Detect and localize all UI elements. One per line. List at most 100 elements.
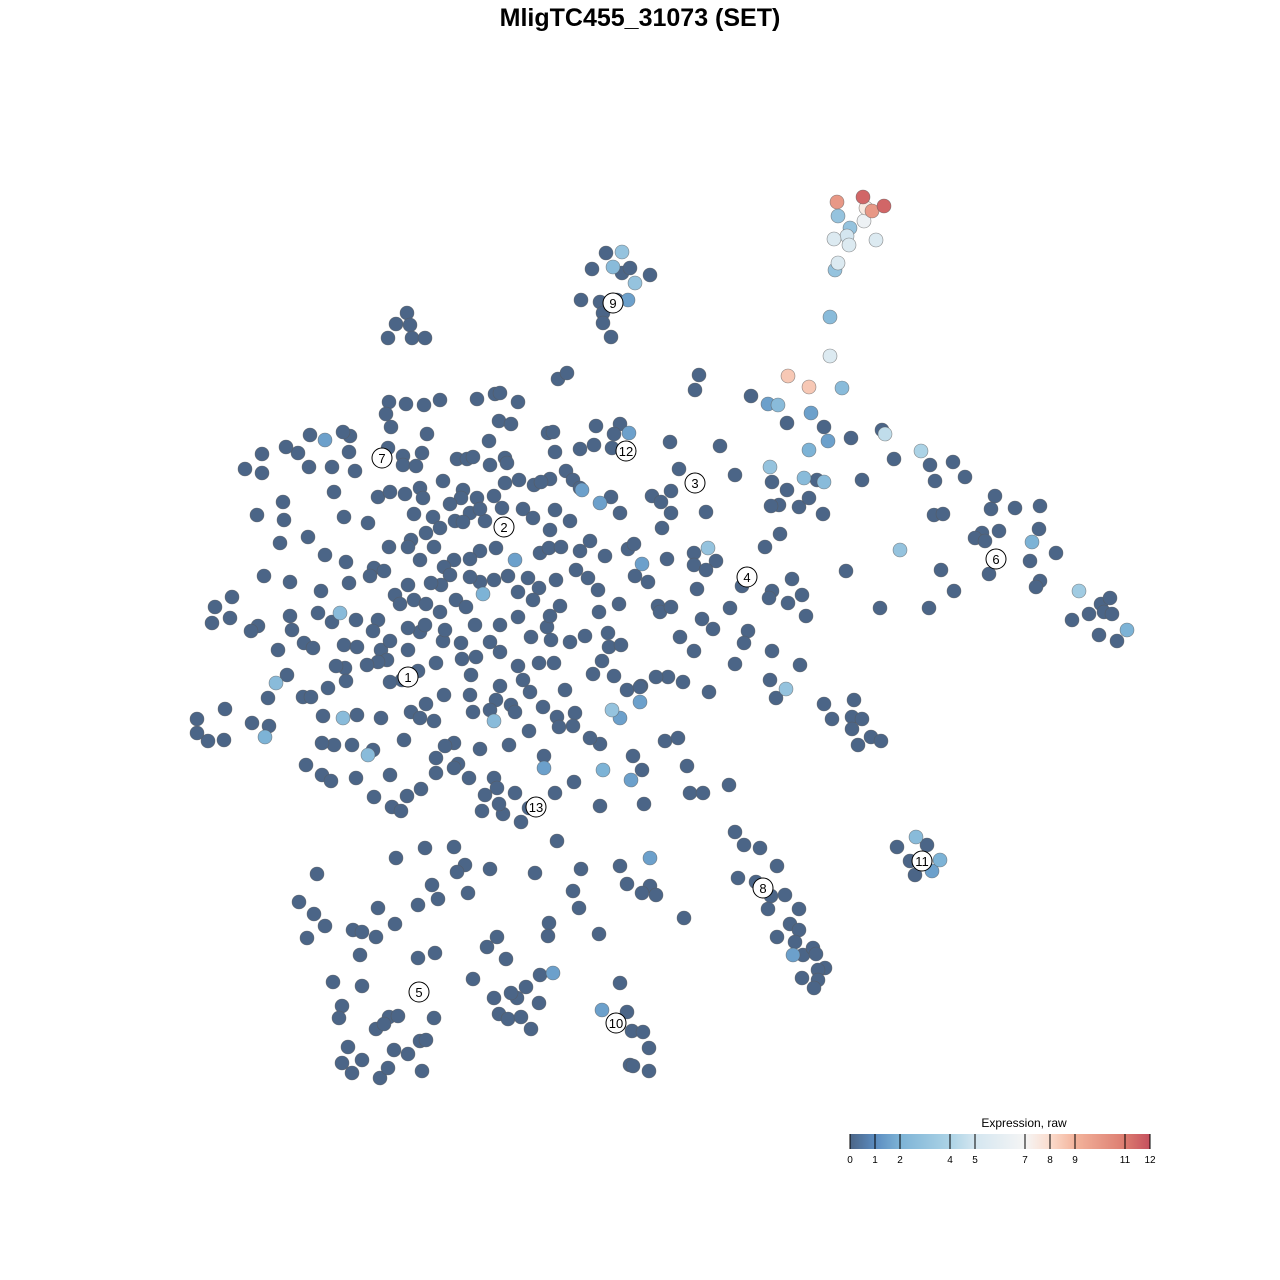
data-point <box>705 621 721 637</box>
data-point <box>467 617 483 633</box>
data-point <box>873 733 889 749</box>
data-point <box>453 635 469 651</box>
cluster-label-badge <box>602 292 624 314</box>
data-point <box>491 413 507 429</box>
data-point <box>764 474 780 490</box>
data-point <box>335 424 351 440</box>
data-point <box>268 675 284 691</box>
data-point <box>784 571 800 587</box>
data-point <box>272 535 288 551</box>
data-point <box>317 918 333 934</box>
data-point <box>627 275 643 291</box>
data-point <box>654 520 670 536</box>
data-point <box>701 684 717 700</box>
data-point <box>482 634 498 650</box>
cluster-label: 7 <box>371 447 393 469</box>
data-point <box>588 418 604 434</box>
data-point <box>276 512 292 528</box>
data-point <box>507 552 523 568</box>
data-point <box>326 484 342 500</box>
data-point <box>428 655 444 671</box>
data-point <box>908 829 924 845</box>
data-point <box>838 563 854 579</box>
data-point <box>694 611 710 627</box>
data-point <box>472 501 488 517</box>
data-point <box>595 315 611 331</box>
data-point <box>468 649 484 665</box>
data-point <box>548 572 564 588</box>
data-point <box>237 461 253 477</box>
cluster-label-badge <box>605 1012 627 1034</box>
data-point <box>672 629 688 645</box>
data-point <box>855 189 871 205</box>
data-point <box>983 501 999 517</box>
data-point <box>442 496 458 512</box>
data-point <box>510 394 526 410</box>
data-point <box>778 681 794 697</box>
data-point <box>1064 612 1080 628</box>
data-point <box>594 1002 610 1018</box>
data-point <box>408 458 424 474</box>
data-point <box>334 1055 350 1071</box>
data-point <box>594 653 610 669</box>
data-point <box>417 617 433 633</box>
data-point <box>727 824 743 840</box>
data-point <box>256 568 272 584</box>
data-point <box>794 970 810 986</box>
data-point <box>325 974 341 990</box>
data-point <box>648 887 664 903</box>
data-point <box>798 608 814 624</box>
data-point <box>826 231 842 247</box>
data-point <box>368 929 384 945</box>
data-point <box>381 539 397 555</box>
data-point <box>489 929 505 945</box>
data-point <box>448 592 464 608</box>
data-point <box>601 639 617 655</box>
data-point <box>557 682 573 698</box>
data-point <box>324 459 340 475</box>
data-point <box>503 416 519 432</box>
data-point <box>200 733 216 749</box>
data-point <box>592 495 608 511</box>
data-point <box>626 536 642 552</box>
cluster-label-text: 7 <box>378 451 385 466</box>
data-point <box>400 1046 416 1062</box>
data-point <box>757 539 773 555</box>
data-point <box>510 609 526 625</box>
data-point <box>541 915 557 931</box>
data-point <box>686 643 702 659</box>
data-point <box>446 839 462 855</box>
data-point <box>278 439 294 455</box>
data-point <box>603 329 619 345</box>
data-point <box>309 866 325 882</box>
legend-colorbar <box>850 1134 1150 1149</box>
data-point <box>946 583 962 599</box>
legend-tick-label: 2 <box>897 1155 903 1166</box>
data-point <box>736 635 752 651</box>
data-point <box>787 934 803 950</box>
data-point <box>676 910 692 926</box>
data-point <box>816 474 832 490</box>
data-point <box>770 397 786 413</box>
data-point <box>413 781 429 797</box>
data-point <box>892 542 908 558</box>
data-point <box>523 629 539 645</box>
data-point <box>768 690 784 706</box>
data-point <box>846 692 862 708</box>
data-point <box>347 463 363 479</box>
data-point <box>419 426 435 442</box>
data-point <box>606 426 622 442</box>
data-point <box>320 680 336 696</box>
data-point <box>635 1024 651 1040</box>
data-point <box>841 237 857 253</box>
data-point <box>632 679 648 695</box>
data-point <box>432 520 448 536</box>
cluster-label-text: 2 <box>500 520 507 535</box>
data-point <box>446 552 462 568</box>
data-point <box>207 599 223 615</box>
data-point <box>687 382 703 398</box>
data-point <box>404 330 420 346</box>
data-point <box>449 864 465 880</box>
cluster-label: 5 <box>408 981 430 1003</box>
